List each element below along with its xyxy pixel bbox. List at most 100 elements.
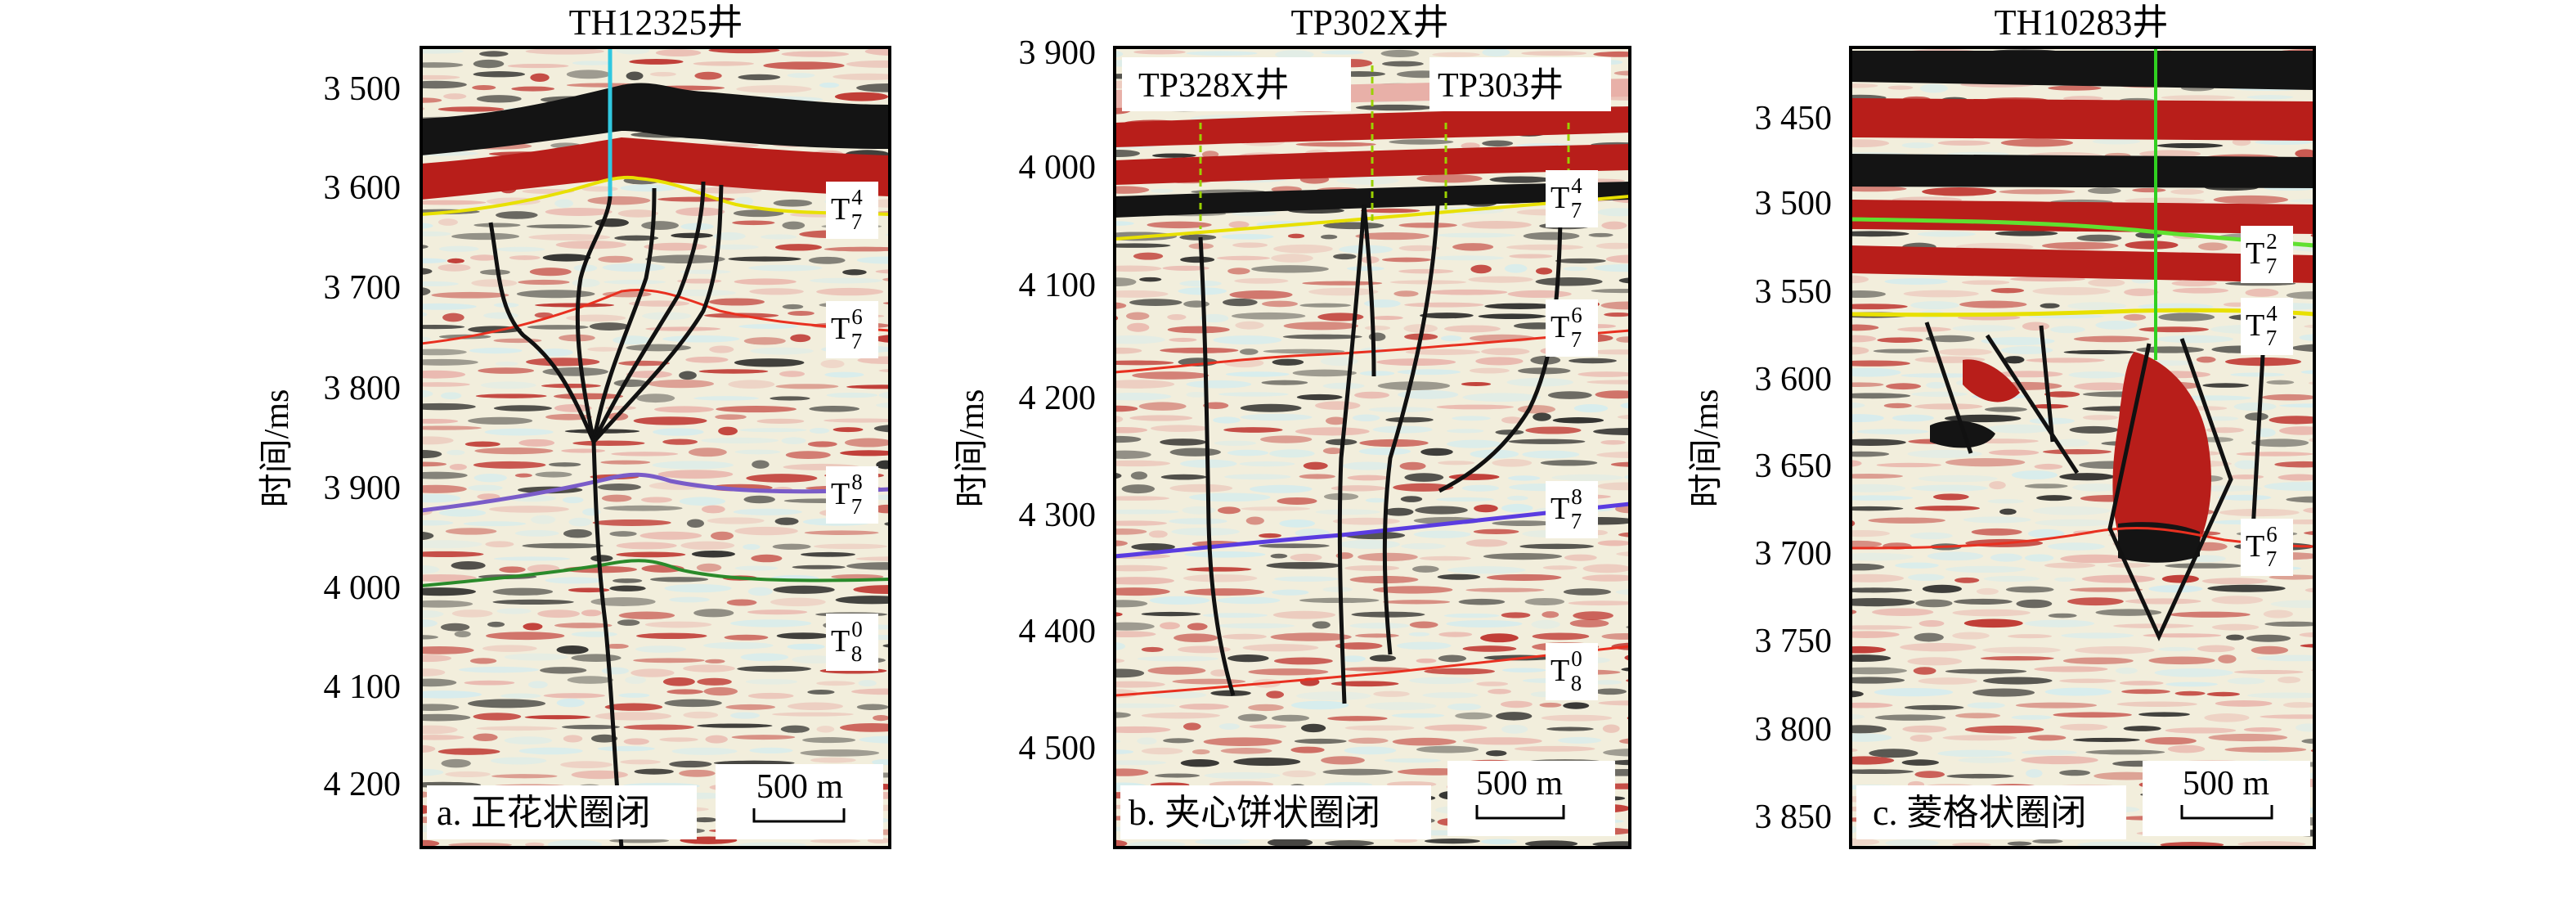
texture-mark xyxy=(1519,543,1594,550)
texture-mark xyxy=(1851,756,1895,765)
texture-mark xyxy=(1217,255,1270,261)
texture-mark xyxy=(1961,280,2010,286)
texture-mark xyxy=(421,713,471,722)
texture-mark xyxy=(2156,142,2224,149)
texture-mark xyxy=(1277,497,1317,505)
texture-mark xyxy=(1115,290,1169,298)
texture-mark xyxy=(2121,689,2170,695)
texture-mark xyxy=(1502,668,1546,672)
texture-mark xyxy=(1558,736,1602,744)
texture-mark xyxy=(1115,393,1172,401)
label-box xyxy=(826,466,878,524)
texture-mark xyxy=(595,712,672,721)
texture-mark xyxy=(1437,573,1481,580)
texture-mark xyxy=(476,95,522,103)
texture-mark xyxy=(2053,712,2132,718)
texture-mark xyxy=(1115,435,1142,443)
fault-line xyxy=(1985,334,2080,474)
texture-mark xyxy=(1999,189,2076,195)
texture-mark xyxy=(2295,149,2314,159)
y-tick: 4 500 xyxy=(1019,730,1097,767)
y-tick: 3 600 xyxy=(1755,361,1833,398)
texture-mark xyxy=(1398,268,1454,274)
texture-mark xyxy=(1322,587,1353,592)
horizon-label-t76: T6 7 xyxy=(2246,522,2278,571)
texture-mark xyxy=(1200,313,1229,323)
texture-mark xyxy=(629,59,684,65)
texture-mark xyxy=(703,686,738,696)
texture-mark xyxy=(1444,325,1501,333)
texture-mark xyxy=(662,439,698,445)
texture-mark xyxy=(802,737,856,744)
texture-mark xyxy=(451,609,493,618)
horizon-line-t76 xyxy=(1115,329,1630,374)
texture-mark xyxy=(1249,724,1287,729)
texture-mark xyxy=(1987,498,2024,504)
texture-mark xyxy=(553,393,624,400)
texture-mark xyxy=(2044,391,2080,398)
texture-mark xyxy=(1416,173,1483,183)
texture-mark xyxy=(1976,587,1999,595)
texture-mark xyxy=(2279,426,2314,435)
texture-mark xyxy=(1918,677,1977,685)
texture-mark xyxy=(683,664,735,672)
texture-mark xyxy=(1607,759,1630,766)
texture-mark xyxy=(2022,322,2050,331)
texture-mark xyxy=(2227,677,2265,685)
texture-mark xyxy=(1115,622,1155,631)
texture-mark xyxy=(2143,633,2222,638)
texture-mark xyxy=(2291,344,2314,353)
fault-line xyxy=(2107,338,2233,642)
texture-mark xyxy=(2169,611,2251,618)
texture-mark xyxy=(438,218,458,226)
texture-mark xyxy=(2123,726,2161,731)
texture-mark xyxy=(623,738,649,745)
texture-mark xyxy=(1883,403,1912,408)
texture-mark xyxy=(1260,435,1313,443)
texture-mark xyxy=(2032,506,2111,515)
texture-mark xyxy=(1115,186,1150,194)
texture-mark xyxy=(1201,151,1219,159)
texture-mark xyxy=(1959,300,2027,308)
texture-mark xyxy=(590,597,656,606)
texture-mark xyxy=(888,749,890,752)
texture-mark xyxy=(1393,290,1419,297)
texture-mark xyxy=(1486,573,1562,581)
label-box xyxy=(826,182,878,239)
texture-mark xyxy=(876,402,890,408)
texture-mark xyxy=(525,47,604,55)
texture-mark xyxy=(478,51,509,57)
texture-mark xyxy=(878,368,890,373)
texture-mark xyxy=(1568,358,1617,364)
texture-mark xyxy=(2278,474,2314,481)
texture-mark xyxy=(750,347,814,355)
scale-bar-label: 500 m xyxy=(1476,765,1564,803)
texture-mark xyxy=(1627,716,1630,721)
texture-mark xyxy=(2161,95,2235,101)
texture-mark xyxy=(701,505,725,514)
texture-mark xyxy=(1151,188,1174,193)
texture-mark xyxy=(1372,586,1453,594)
texture-mark xyxy=(2218,494,2272,501)
texture-mark xyxy=(1945,668,2027,674)
texture-mark xyxy=(1887,85,1914,90)
texture-mark xyxy=(1251,265,1329,273)
texture-mark xyxy=(1582,574,1630,582)
texture-mark xyxy=(1354,391,1390,399)
texture-mark xyxy=(514,473,532,478)
texture-mark xyxy=(1295,142,1376,147)
texture-mark xyxy=(1295,427,1370,436)
texture-mark xyxy=(1364,299,1401,308)
texture-mark xyxy=(1115,768,1149,776)
texture-mark xyxy=(1291,700,1349,710)
texture-mark xyxy=(1476,681,1509,686)
y-tick: 4 200 xyxy=(1019,380,1097,417)
texture-mark xyxy=(2310,749,2314,753)
panel-c-red-reflector xyxy=(1851,245,2314,283)
texture-mark xyxy=(1595,390,1630,399)
texture-mark xyxy=(2161,574,2199,583)
texture-mark xyxy=(1216,623,1295,629)
texture-mark xyxy=(1409,621,1438,628)
y-tick: 4 000 xyxy=(324,569,402,607)
texture-mark xyxy=(475,394,547,398)
